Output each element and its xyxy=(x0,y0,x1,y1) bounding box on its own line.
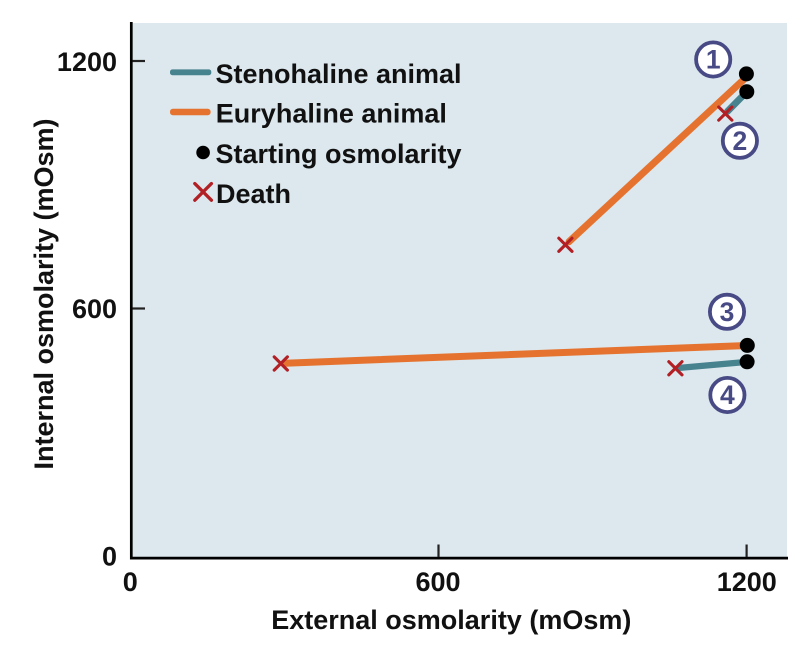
svg-text:4: 4 xyxy=(720,380,735,410)
svg-text:600: 600 xyxy=(72,294,117,324)
svg-text:External osmolarity (mOsm): External osmolarity (mOsm) xyxy=(271,605,631,635)
svg-text:600: 600 xyxy=(415,567,460,597)
svg-text:2: 2 xyxy=(733,126,748,156)
svg-text:Stenohaline animal: Stenohaline animal xyxy=(216,59,462,89)
svg-text:Starting osmolarity: Starting osmolarity xyxy=(216,139,462,169)
svg-text:3: 3 xyxy=(720,297,735,327)
svg-text:1200: 1200 xyxy=(57,47,117,77)
svg-text:Internal osmolarity (mOsm): Internal osmolarity (mOsm) xyxy=(29,118,59,469)
svg-text:0: 0 xyxy=(102,542,117,572)
svg-text:0: 0 xyxy=(123,567,138,597)
svg-text:1: 1 xyxy=(706,45,721,75)
svg-text:Death: Death xyxy=(216,179,291,209)
svg-text:1200: 1200 xyxy=(717,567,777,597)
svg-text:Euryhaline animal: Euryhaline animal xyxy=(216,99,447,129)
